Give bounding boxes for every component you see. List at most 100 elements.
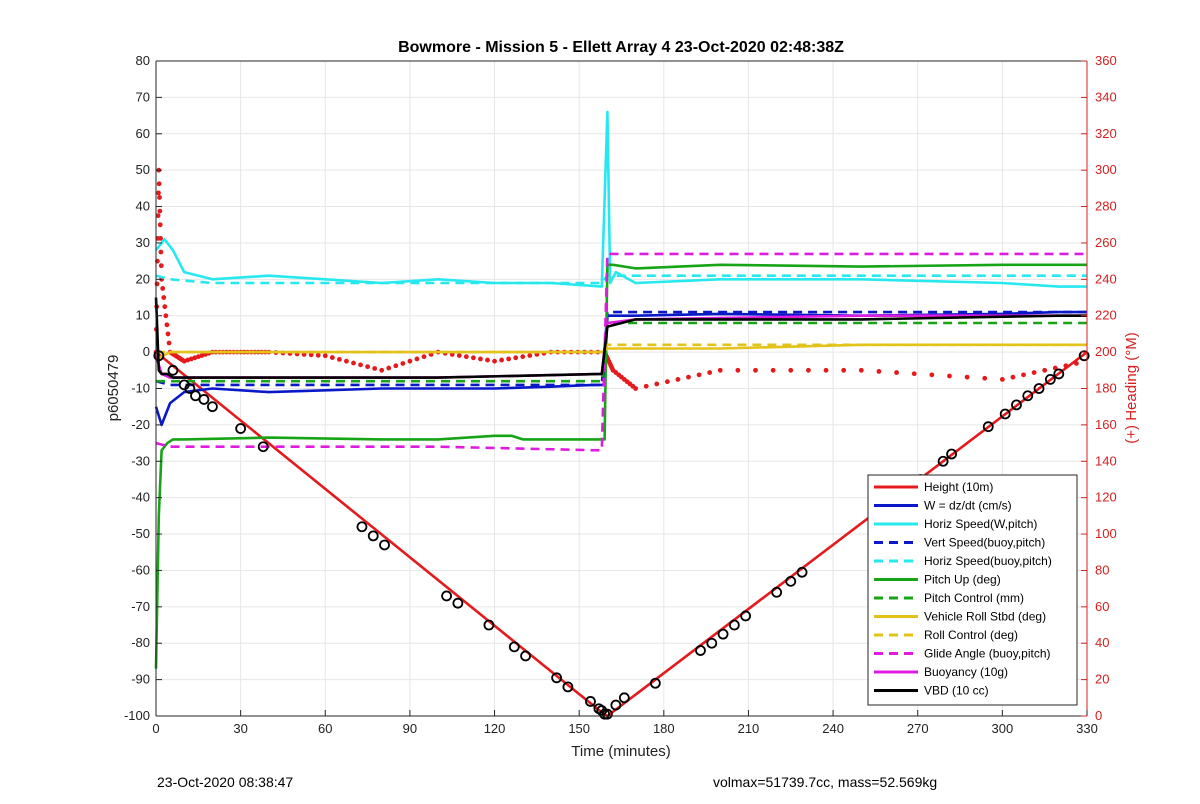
height-marker bbox=[1022, 390, 1034, 402]
heading-point bbox=[158, 263, 164, 269]
heading-point bbox=[161, 295, 167, 300]
y-axis-label: p6050479 bbox=[105, 355, 122, 422]
height-marker bbox=[649, 677, 661, 689]
height-marker bbox=[1044, 374, 1056, 385]
legend-label: W = dz/dt (cm/s) bbox=[924, 499, 1012, 513]
series-line-6 bbox=[156, 321, 1087, 383]
y2-tick-label: 80 bbox=[1095, 562, 1109, 577]
y2-tick-label: 240 bbox=[1095, 271, 1117, 286]
heading-point bbox=[478, 356, 483, 362]
height-marker bbox=[198, 394, 210, 405]
height-marker bbox=[551, 672, 563, 684]
y-tick-label: -40 bbox=[131, 490, 150, 505]
heading-point bbox=[165, 331, 171, 337]
heading-point bbox=[492, 358, 497, 364]
y-tick-label: -70 bbox=[131, 599, 150, 614]
height-marker bbox=[167, 364, 179, 376]
heading-point bbox=[633, 386, 639, 391]
heading-point bbox=[506, 356, 512, 362]
heading-point bbox=[456, 353, 462, 358]
heading-point bbox=[823, 367, 829, 373]
heading-point bbox=[400, 361, 406, 366]
plot-layer bbox=[153, 110, 1090, 720]
series-line-4 bbox=[155, 274, 1087, 285]
height-marker bbox=[356, 521, 368, 533]
height-marker bbox=[937, 455, 949, 467]
heading-point bbox=[735, 367, 741, 373]
height-marker bbox=[562, 681, 574, 693]
x-axis-label: Time (minutes) bbox=[571, 743, 670, 760]
series-line-11 bbox=[154, 297, 1087, 379]
heading-point bbox=[947, 373, 952, 379]
y-tick-label: 10 bbox=[136, 308, 150, 323]
series-line-10 bbox=[154, 314, 1087, 379]
height-marker bbox=[695, 645, 706, 656]
height-marker bbox=[153, 350, 165, 362]
height-marker bbox=[618, 692, 630, 704]
heading-point bbox=[876, 369, 882, 374]
height-marker bbox=[982, 421, 994, 433]
heading-point bbox=[157, 222, 163, 228]
y-tick-label: 0 bbox=[143, 344, 150, 359]
heading-point bbox=[308, 352, 314, 358]
heading-point bbox=[322, 353, 328, 359]
height-marker bbox=[728, 619, 740, 631]
heading-point bbox=[753, 367, 758, 373]
heading-point bbox=[162, 304, 168, 310]
footer-timestamp: 23-Oct-2020 08:38:47 bbox=[157, 774, 294, 790]
heading-point bbox=[154, 281, 160, 287]
heading-point bbox=[166, 340, 172, 346]
y-tick-label: -50 bbox=[131, 526, 150, 541]
y2-tick-label: 40 bbox=[1095, 635, 1109, 650]
height-marker bbox=[1078, 350, 1090, 362]
y2-tick-label: 60 bbox=[1095, 599, 1109, 614]
y-tick-label: 80 bbox=[136, 53, 150, 68]
y-tick-label: -90 bbox=[131, 672, 150, 687]
x-tick-label: 120 bbox=[484, 721, 506, 736]
y2-tick-label: 20 bbox=[1095, 672, 1109, 687]
x-tick-label: 330 bbox=[1076, 721, 1098, 736]
y2-tick-label: 360 bbox=[1095, 53, 1117, 68]
heading-point bbox=[788, 367, 794, 373]
legend-label: Horiz Speed(buoy,pitch) bbox=[924, 554, 1052, 568]
heading-point bbox=[643, 383, 649, 389]
height-marker bbox=[585, 696, 596, 707]
y2-tick-label: 340 bbox=[1095, 89, 1117, 104]
height-marker bbox=[740, 610, 752, 622]
y2-tick-label: 260 bbox=[1095, 235, 1117, 250]
height-marker bbox=[207, 401, 218, 413]
height-marker bbox=[946, 448, 957, 460]
heading-point bbox=[707, 370, 713, 375]
heading-point bbox=[414, 356, 420, 362]
height-marker bbox=[610, 699, 622, 711]
y2-tick-label: 300 bbox=[1095, 162, 1117, 177]
heading-point bbox=[982, 375, 988, 381]
x-tick-label: 270 bbox=[907, 721, 929, 736]
x-tick-label: 150 bbox=[568, 721, 590, 736]
legend-box bbox=[867, 474, 1078, 706]
y2-tick-label: 180 bbox=[1095, 381, 1117, 396]
heading-point bbox=[675, 377, 681, 382]
y2-tick-label: 0 bbox=[1095, 708, 1102, 723]
x-tick-label: 0 bbox=[152, 721, 159, 736]
x-tick-label: 90 bbox=[403, 721, 417, 736]
heading-point bbox=[527, 353, 533, 358]
heading-point bbox=[407, 358, 413, 364]
y-tick-label: 70 bbox=[136, 89, 150, 104]
y2-tick-label: 320 bbox=[1095, 126, 1117, 141]
height-marker bbox=[452, 597, 464, 609]
heading-point bbox=[386, 365, 392, 371]
height-marker bbox=[379, 539, 390, 551]
y-tick-label: -100 bbox=[124, 708, 150, 723]
heading-point bbox=[421, 354, 427, 360]
height-marker bbox=[184, 383, 196, 394]
heading-point bbox=[841, 367, 847, 373]
heading-point bbox=[158, 235, 163, 241]
heading-point bbox=[664, 379, 670, 385]
heading-point bbox=[999, 377, 1005, 382]
height-marker bbox=[508, 641, 520, 653]
height-marker bbox=[706, 637, 718, 649]
height-marker bbox=[257, 441, 269, 453]
height-marker bbox=[441, 590, 452, 602]
